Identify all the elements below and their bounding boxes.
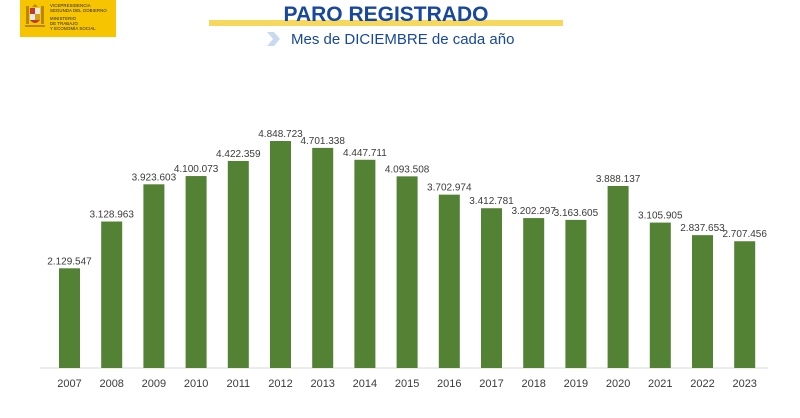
bar-2011 (227, 160, 249, 368)
bar-2014 (354, 159, 376, 368)
subtitle-row: Mes de DICIEMBRE de cada año (265, 30, 514, 48)
x-tick-label: 2014 (353, 378, 377, 390)
value-label: 4.100.073 (174, 164, 219, 175)
x-tick-label: 2016 (437, 378, 461, 390)
ministry-logo: VICEPRESIDENCIA SEGUNDA DEL GOBIERNO MIN… (20, 0, 116, 37)
value-label: 3.202.297 (511, 206, 556, 217)
value-label: 4.447.711 (343, 148, 387, 159)
x-tick-label: 2011 (226, 378, 250, 390)
value-label: 3.923.603 (132, 172, 177, 183)
logo-line: Y ECONOMÍA SOCIAL (50, 26, 96, 31)
x-tick-label: 2007 (57, 378, 81, 390)
x-tick-label: 2019 (564, 378, 588, 390)
bar-2016 (438, 194, 460, 368)
logo-line: DE TRABAJO (50, 21, 78, 26)
chart-title: PARO REGISTRADO (283, 3, 489, 26)
x-tick-label: 2009 (142, 378, 166, 390)
value-label: 4.422.359 (216, 149, 261, 160)
value-label: 4.701.338 (300, 136, 345, 147)
value-label: 2.707.456 (722, 229, 767, 240)
bar-2021 (649, 222, 671, 368)
x-tick-label: 2012 (268, 378, 292, 390)
x-tick-label: 2010 (184, 378, 208, 390)
x-tick-label: 2020 (606, 378, 630, 390)
chart-subtitle: Mes de DICIEMBRE de cada año (291, 30, 515, 48)
x-tick-label: 2013 (310, 378, 334, 390)
bar-2008 (101, 221, 123, 368)
bar-2015 (396, 176, 418, 368)
chevron-right-icon (267, 32, 280, 46)
value-label: 3.105.905 (638, 211, 683, 222)
x-tick-label: 2018 (521, 378, 545, 390)
bar-2018 (523, 218, 545, 368)
bar-2020 (607, 185, 629, 368)
x-tick-label: 2021 (648, 378, 672, 390)
value-label: 2.129.547 (47, 256, 92, 267)
logo-text: VICEPRESIDENCIA SEGUNDA DEL GOBIERNO MIN… (50, 3, 107, 31)
value-label: 3.128.963 (89, 210, 134, 221)
x-tick-label: 2017 (479, 378, 503, 390)
value-label: 4.848.723 (258, 129, 303, 140)
bar-2022 (692, 235, 713, 368)
value-label: 3.702.974 (427, 183, 472, 194)
value-label: 3.163.605 (554, 208, 599, 219)
bar-2017 (481, 208, 502, 368)
logo-line: SEGUNDA DEL GOBIERNO (50, 8, 107, 13)
bar-2010 (185, 176, 207, 368)
title-underline (209, 20, 563, 26)
coat-of-arms-icon (25, 4, 45, 27)
x-tick-label: 2015 (395, 378, 419, 390)
bar-2009 (143, 184, 165, 368)
x-tick-label: 2023 (732, 378, 756, 390)
bar-2012 (270, 141, 291, 368)
bar-2019 (565, 219, 587, 368)
logo-line: VICEPRESIDENCIA (50, 3, 91, 8)
bar-2007 (59, 268, 80, 368)
value-label: 2.837.653 (680, 223, 725, 234)
value-label: 3.888.137 (596, 174, 641, 185)
bar-2013 (312, 147, 334, 368)
logo-line: MINISTERIO (50, 16, 77, 21)
bar-2023 (734, 241, 756, 368)
x-tick-label: 2022 (690, 378, 714, 390)
value-label: 4.093.508 (385, 164, 430, 175)
value-label: 3.412.781 (469, 196, 514, 207)
x-tick-label: 2008 (99, 378, 123, 390)
